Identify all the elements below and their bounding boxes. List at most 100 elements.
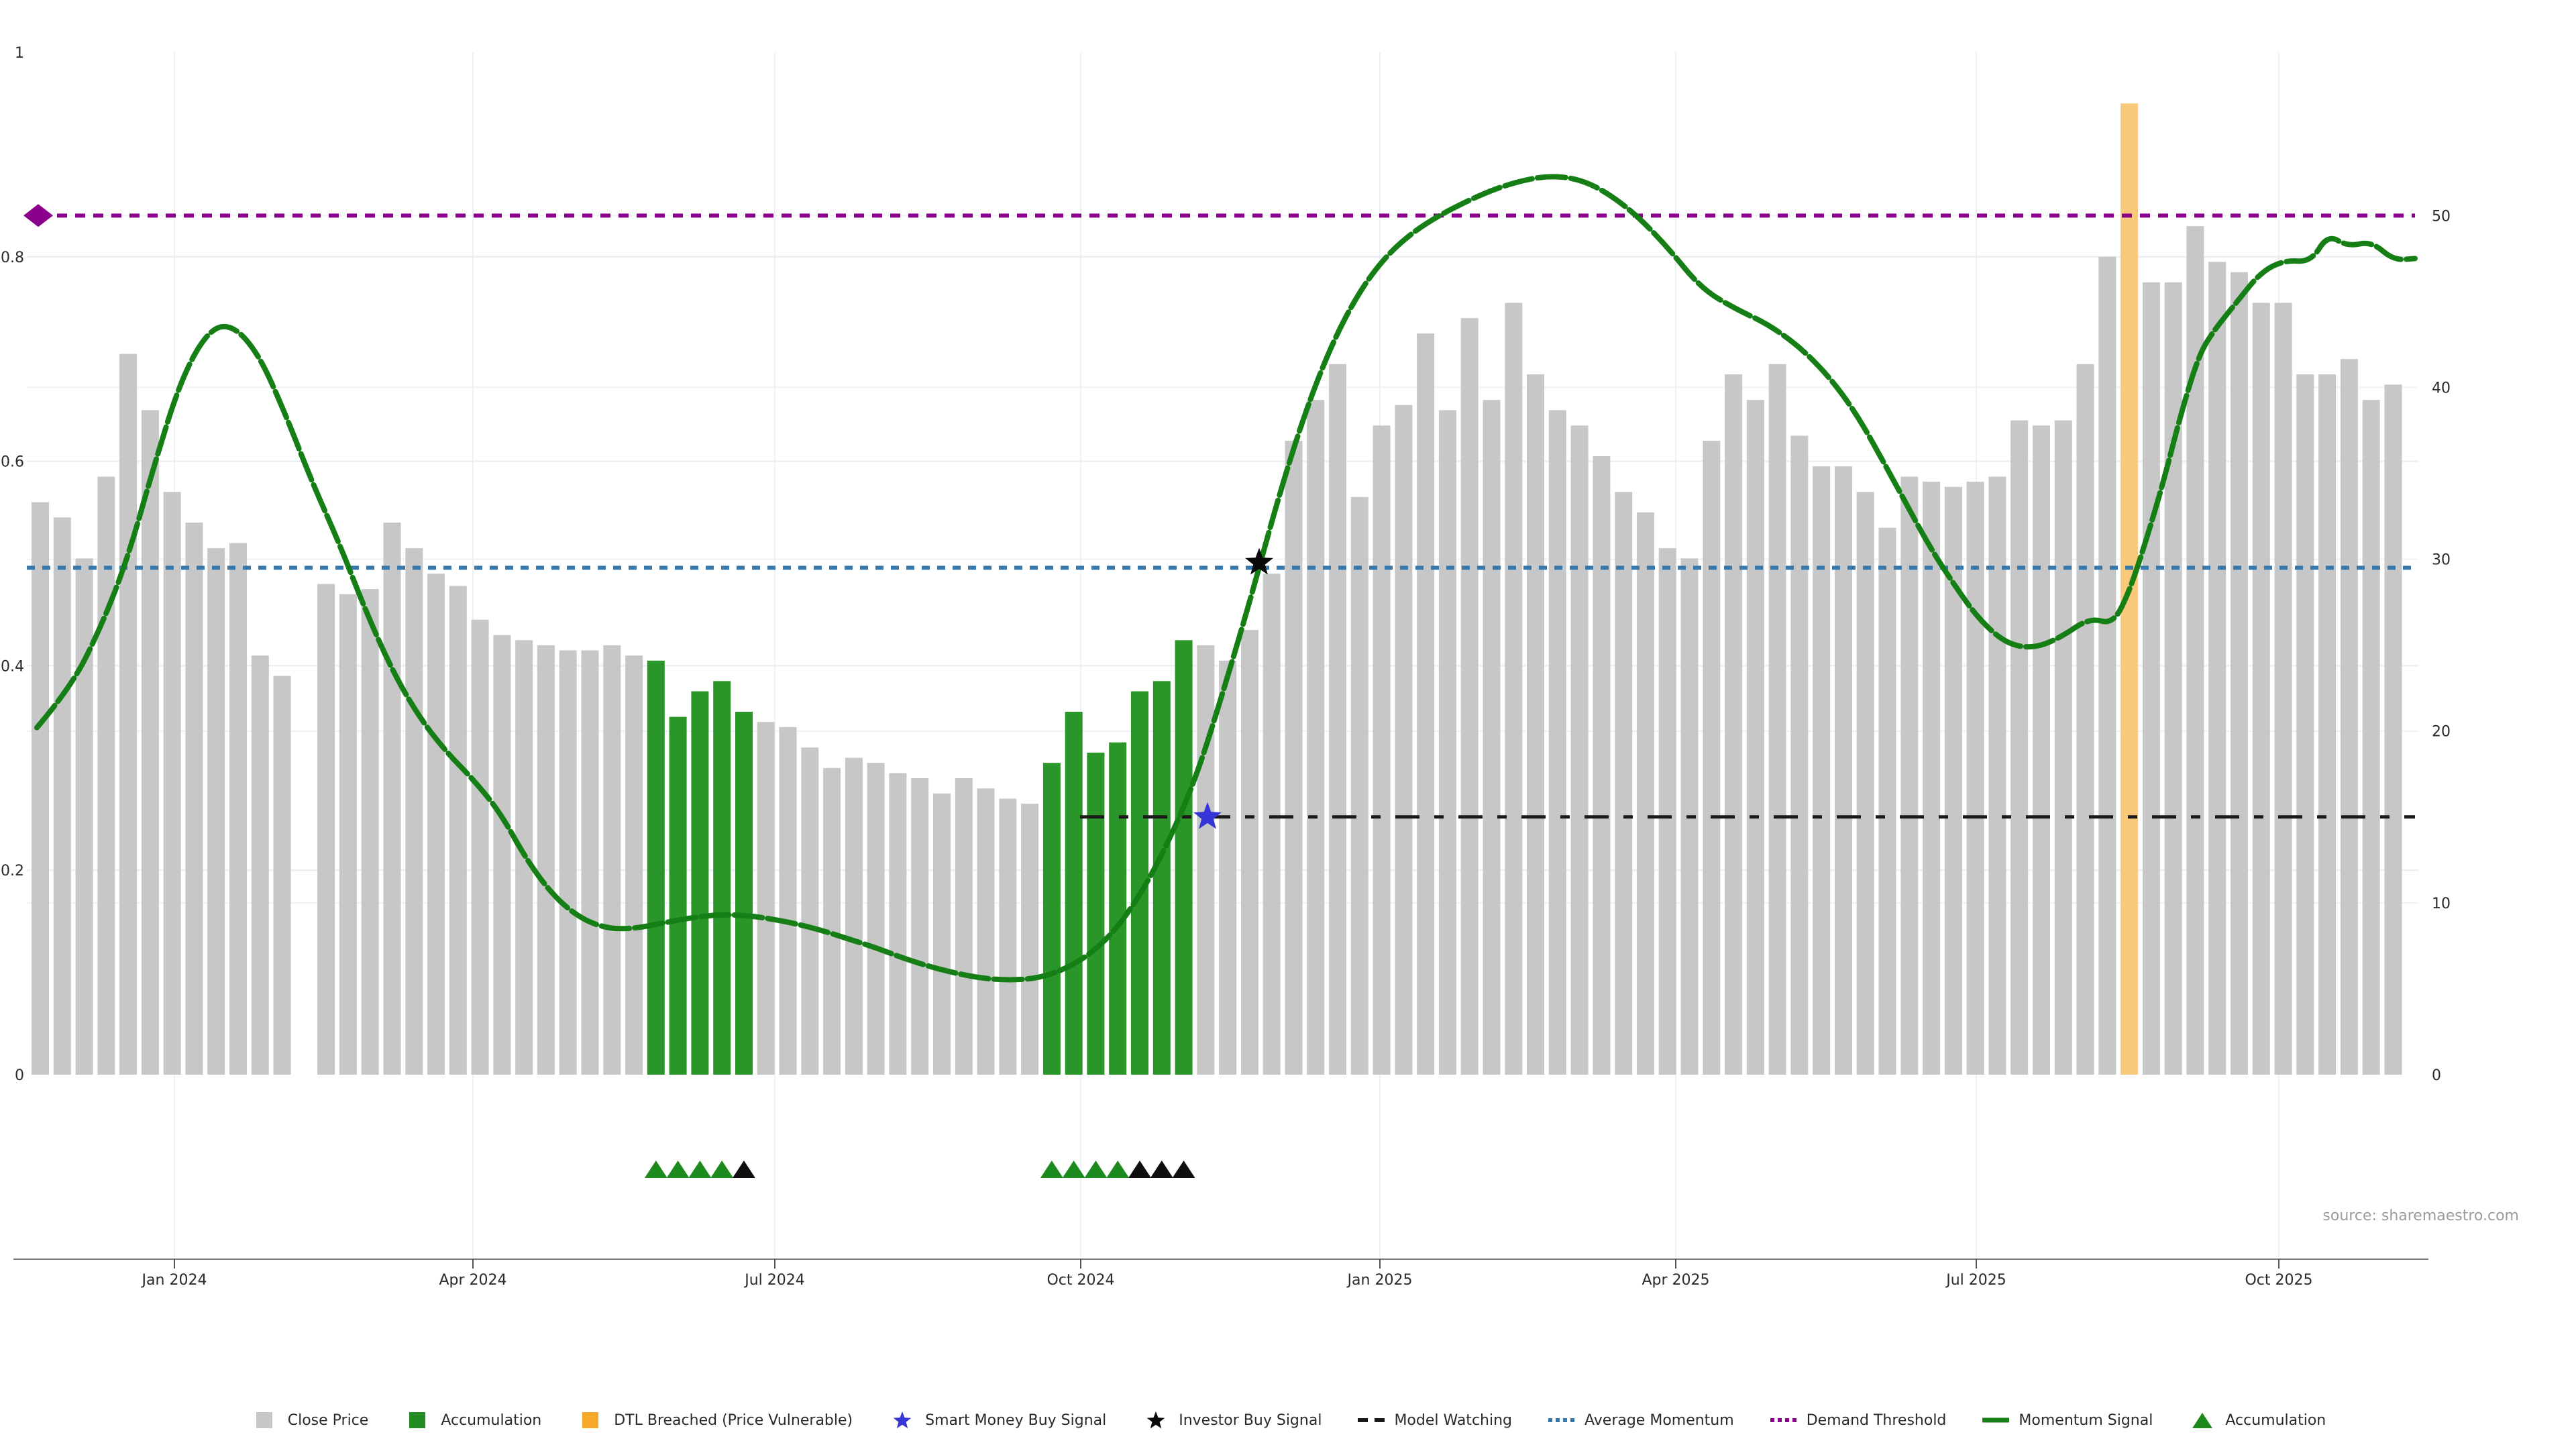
close-price-bar <box>779 727 797 1075</box>
legend-item-smart-money-buy-signal[interactable]: Smart Money Buy Signal <box>888 1410 1106 1430</box>
legend-label: Model Watching <box>1394 1411 1512 1429</box>
legend-icon-shape <box>2192 1413 2213 1428</box>
close-price-bar <box>603 645 621 1075</box>
legend-icon-shape <box>409 1412 426 1428</box>
close-price-bar <box>2164 282 2182 1075</box>
x-axis-tick-label: Jul 2024 <box>743 1272 805 1289</box>
close-price-bar <box>2362 400 2380 1075</box>
close-price-bar <box>2231 272 2248 1075</box>
close-price-bar <box>1746 400 1764 1075</box>
accumulation-triangle <box>644 1161 667 1178</box>
legend-item-model-watching[interactable]: Model Watching <box>1356 1410 1512 1430</box>
close-price-bar <box>977 788 995 1075</box>
close-price-bar <box>559 650 577 1075</box>
close-price-bar <box>1790 435 1809 1075</box>
x-axis-tick-label: Jul 2025 <box>1945 1272 2006 1289</box>
close-price-bar <box>2274 303 2292 1075</box>
legend-label: Average Momentum <box>1585 1411 1734 1429</box>
close-price-bar <box>1593 456 1611 1075</box>
close-price-bar <box>2054 420 2072 1075</box>
legend-item-dtl-breached[interactable]: DTL Breached (Price Vulnerable) <box>576 1410 853 1430</box>
close-price-bar <box>1615 492 1633 1075</box>
close-price-bar <box>471 619 489 1075</box>
close-price-bar <box>1263 574 1281 1075</box>
legend-label: Demand Threshold <box>1806 1411 1947 1429</box>
close-price-bar <box>1285 441 1303 1075</box>
close-price-bar <box>1021 804 1039 1075</box>
close-price-bar <box>2208 262 2226 1075</box>
close-price-bar <box>1417 333 1435 1075</box>
close-price-bar <box>1219 660 1237 1075</box>
close-price-bar <box>361 589 379 1075</box>
right-axis-tick-label: 20 <box>2432 724 2451 741</box>
left-axis-tick-label: 0.4 <box>1 658 24 675</box>
accumulation-swatch-icon <box>409 1412 426 1428</box>
close-price-bar <box>867 763 885 1075</box>
close-price-bar <box>2340 359 2358 1075</box>
close-price-swatch-icon <box>256 1412 272 1428</box>
purple-dotted-line-icon <box>1770 1418 1797 1422</box>
close-price-bar <box>449 586 467 1075</box>
close-price-bar <box>1878 527 1896 1075</box>
x-axis-tick-label: Oct 2025 <box>2245 1272 2312 1289</box>
momentum-signal-line <box>34 174 2418 983</box>
close-price-bar <box>1329 364 1346 1075</box>
investor-buy-signal-star <box>1245 547 1273 575</box>
close-price-bar <box>339 594 357 1075</box>
close-price-bar <box>1900 476 1919 1075</box>
right-axis-tick-label: 10 <box>2432 896 2451 912</box>
watch-triangle <box>732 1161 755 1178</box>
close-price-bar <box>405 548 423 1075</box>
x-axis-tick-label: Apr 2025 <box>1642 1272 1709 1289</box>
close-price-bar <box>2252 303 2270 1075</box>
legend-item-average-momentum[interactable]: Average Momentum <box>1547 1410 1734 1430</box>
close-price-bar <box>273 676 291 1075</box>
close-price-bar <box>2076 364 2094 1075</box>
close-price-bar <box>1373 425 1391 1075</box>
accumulation-bar <box>1175 640 1193 1075</box>
close-price-bar <box>2384 384 2402 1075</box>
black-dash-line-icon <box>1358 1418 1385 1422</box>
close-price-bar <box>1460 318 1479 1075</box>
blue-dotted-line-icon <box>1548 1418 1575 1422</box>
green-triangle-icon <box>2192 1413 2213 1428</box>
close-price-bar <box>1636 512 1654 1075</box>
legend-item-demand-threshold[interactable]: Demand Threshold <box>1769 1410 1947 1430</box>
close-price-bar <box>32 502 49 1075</box>
left-axis-tick-label: 0.2 <box>1 863 24 879</box>
legend-item-accumulation[interactable]: Accumulation <box>403 1410 541 1430</box>
legend-item-accumulation-triangle[interactable]: Accumulation <box>2188 1410 2326 1430</box>
right-axis-tick-label: 50 <box>2432 208 2451 225</box>
legend-item-investor-buy-signal[interactable]: Investor Buy Signal <box>1141 1410 1322 1430</box>
close-price-bar <box>251 655 269 1075</box>
accumulation-bar <box>647 660 665 1075</box>
legend-label: DTL Breached (Price Vulnerable) <box>614 1411 853 1429</box>
legend-icon-shape <box>893 1411 912 1429</box>
legend-item-momentum-signal[interactable]: Momentum Signal <box>1981 1410 2153 1430</box>
left-axis-tick-label: 0.6 <box>1 454 24 471</box>
close-price-bar <box>2098 256 2116 1075</box>
accumulation-bar <box>691 691 709 1075</box>
close-price-bar <box>119 354 138 1075</box>
close-price-bar <box>97 476 115 1075</box>
close-price-bar <box>537 645 555 1075</box>
accumulation-triangle <box>710 1161 734 1178</box>
right-axis-tick-label: 40 <box>2432 380 2451 396</box>
legend-label: Momentum Signal <box>2019 1411 2153 1429</box>
accumulation-bar <box>1087 752 1105 1075</box>
legend-item-close-price[interactable]: Close Price <box>250 1410 368 1430</box>
x-axis-tick-label: Apr 2024 <box>439 1272 506 1289</box>
x-axis-tick-label: Jan 2025 <box>1346 1272 1413 1289</box>
legend-label: Accumulation <box>2225 1411 2326 1429</box>
right-axis-tick-label: 0 <box>2432 1067 2441 1084</box>
close-price-bar <box>889 773 907 1075</box>
close-price-bar <box>1570 425 1589 1075</box>
accumulation-triangle <box>666 1161 690 1178</box>
close-price-bar <box>1307 400 1325 1075</box>
close-price-bar <box>2033 425 2050 1075</box>
close-price-bar <box>1813 466 1831 1075</box>
close-price-bar <box>2318 374 2337 1075</box>
green-line-icon <box>1982 1417 2010 1423</box>
